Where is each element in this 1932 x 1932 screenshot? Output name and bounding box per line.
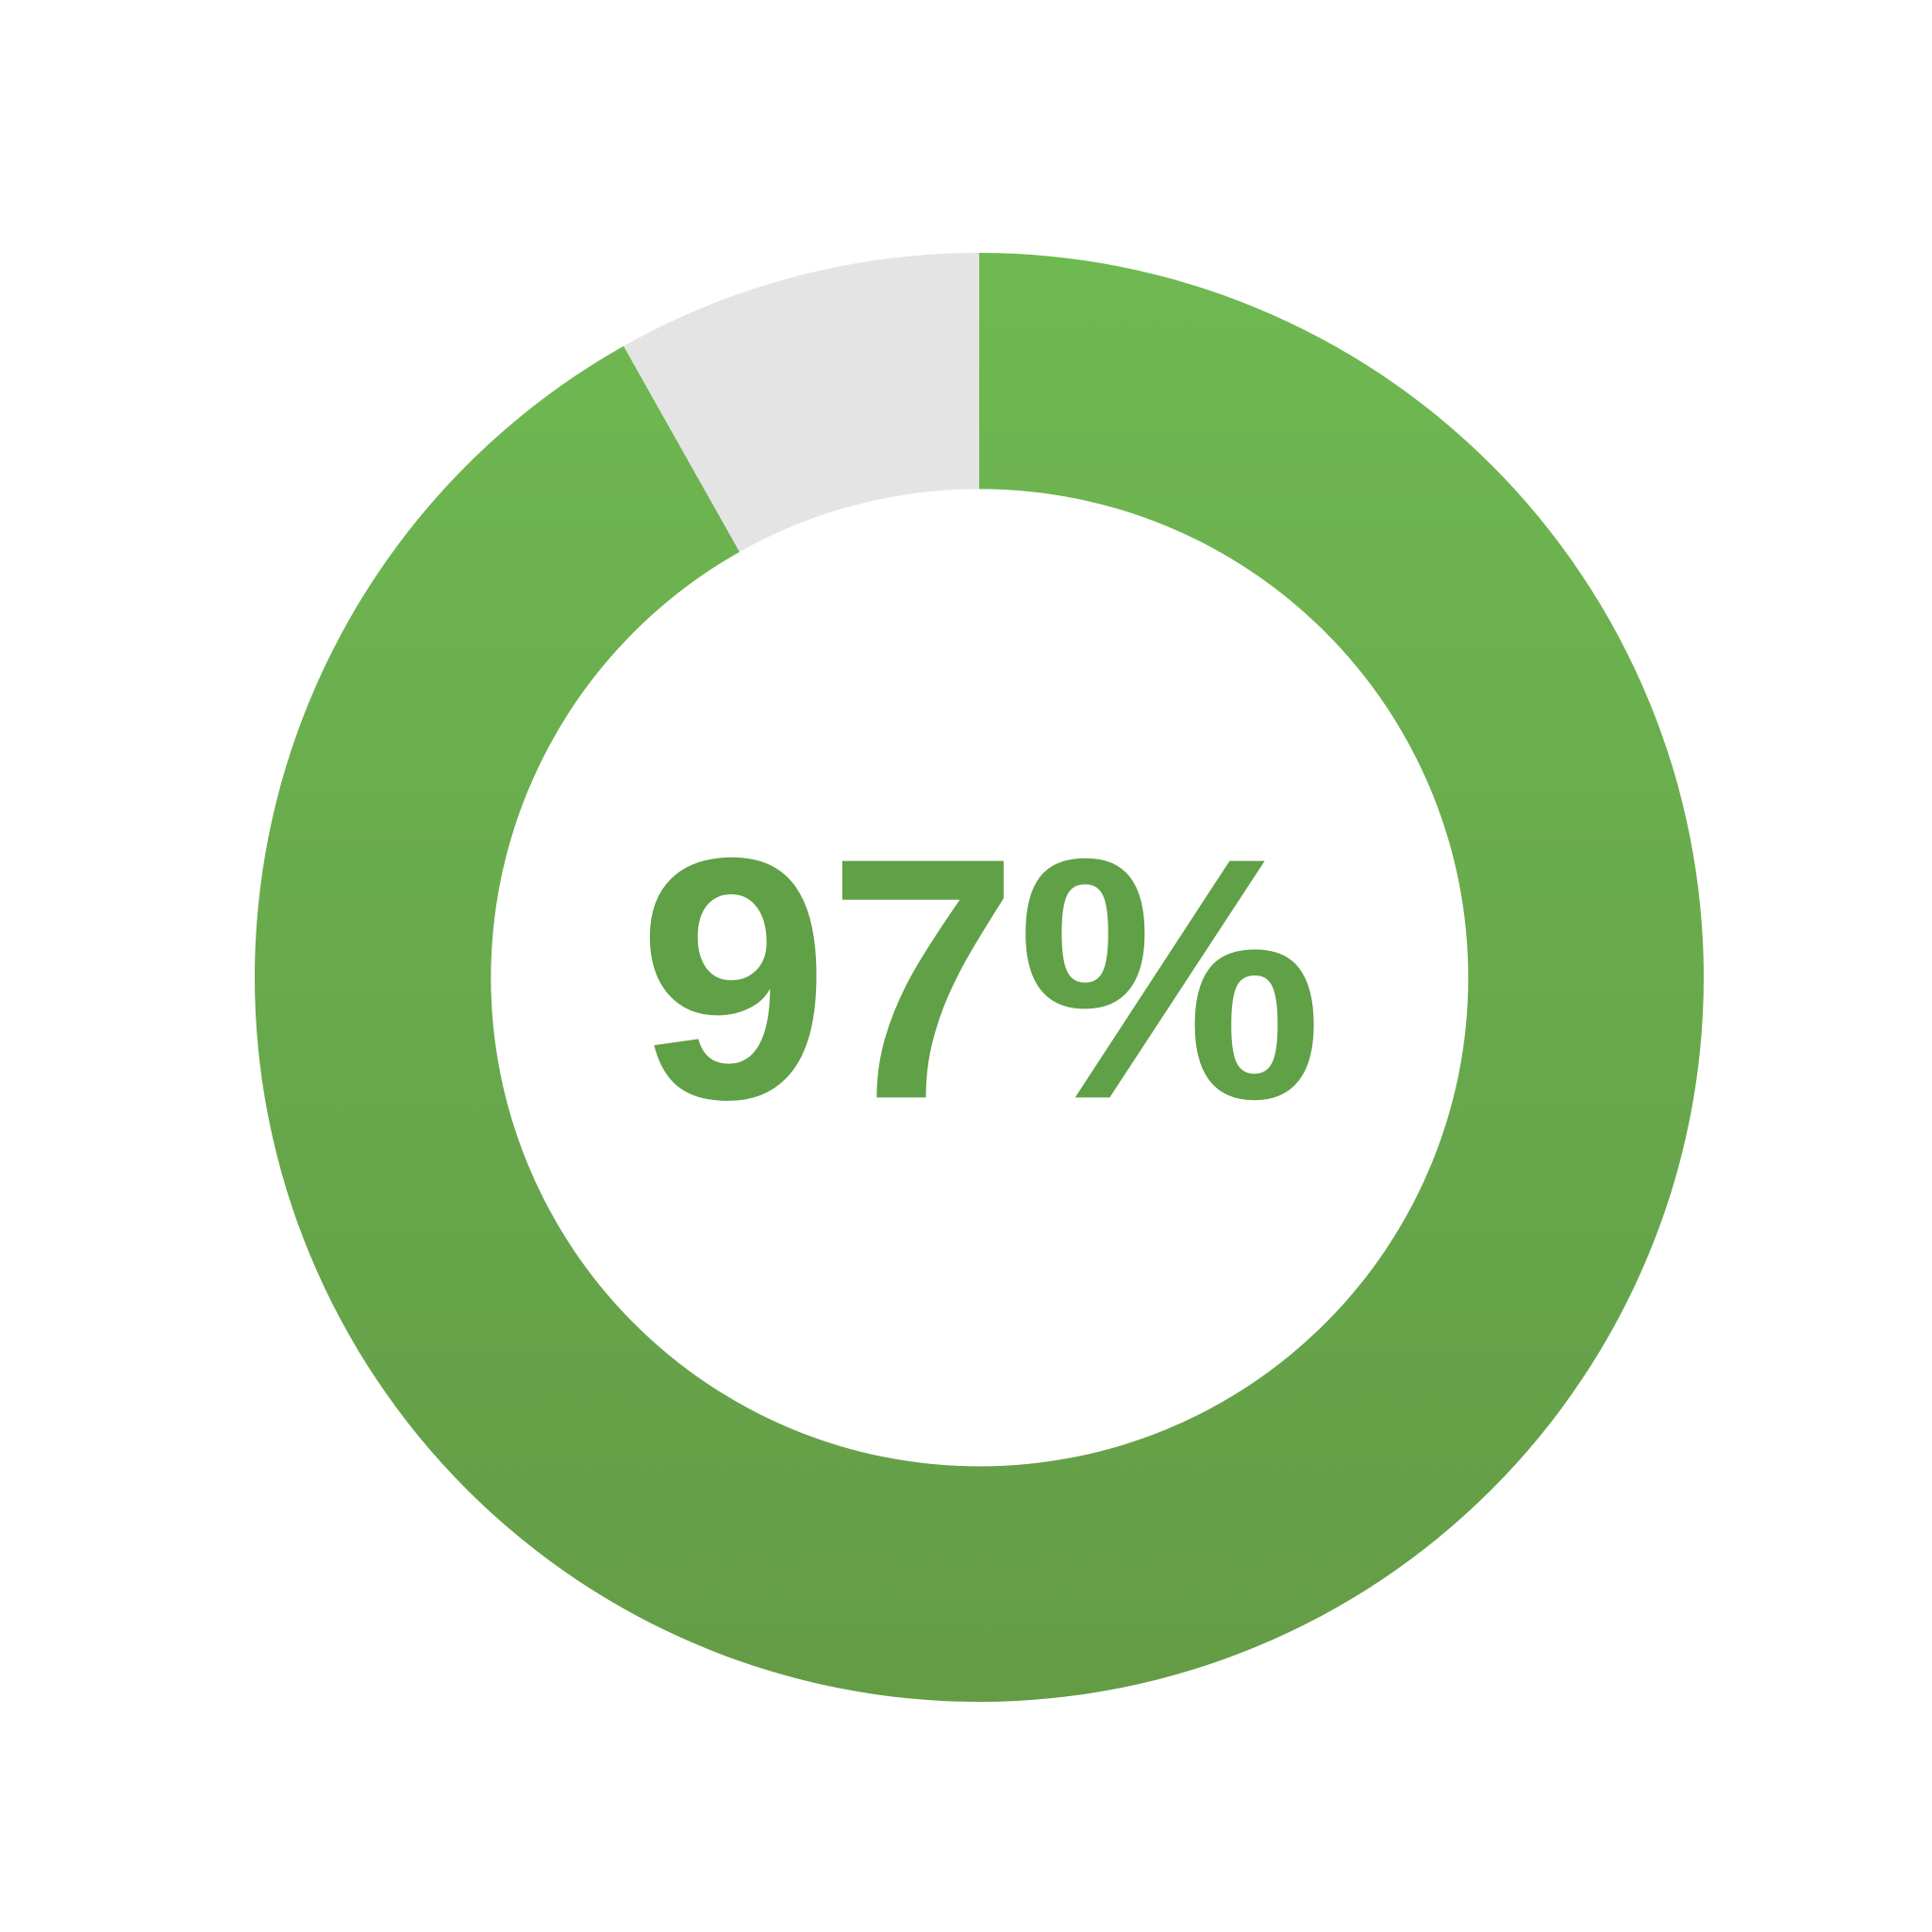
- donut-ring: 97%: [255, 253, 1705, 1703]
- percentage-label: 97%: [638, 787, 1323, 1172]
- donut-hole: 97%: [491, 489, 1468, 1466]
